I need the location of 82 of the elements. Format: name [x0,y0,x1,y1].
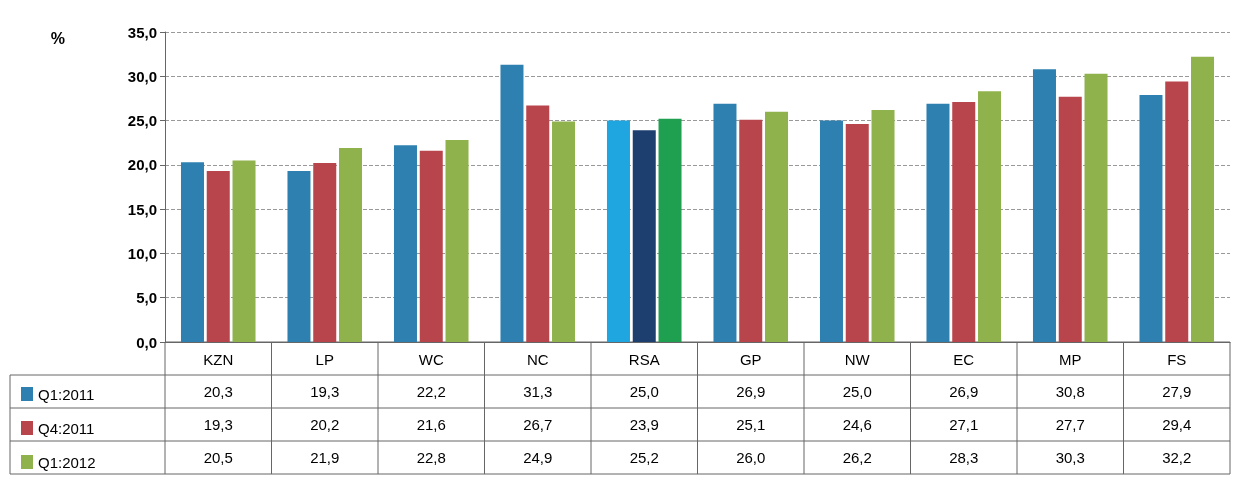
bar [206,171,230,342]
data-label: 25,2 [629,449,659,466]
x-tick-label: EC [953,351,975,368]
bar [180,162,204,342]
bar [713,103,737,342]
bar [1084,73,1108,342]
bar [845,124,869,342]
data-label: 32,2 [1162,449,1192,466]
x-tick-label: NW [844,351,871,368]
x-tick-label: FS [1167,351,1187,368]
bar [526,105,550,342]
data-label: 26,7 [523,416,553,433]
y-tick-label: 5,0 [136,289,157,307]
bar [606,120,630,342]
bar [871,109,895,342]
data-label: 27,9 [1162,383,1192,400]
data-label: 26,0 [736,449,766,466]
y-tick-label: 0,0 [136,333,157,351]
x-tick-label: GP [739,351,762,368]
data-label: 19,3 [203,416,233,433]
data-label: 20,3 [203,383,233,400]
x-tick-label: LP [315,351,334,368]
bar [978,91,1002,342]
legend-label: Q4:2011 [38,419,95,437]
data-label: 26,9 [736,383,766,400]
bar [1139,94,1163,342]
bar [1032,69,1056,342]
data-label: 22,8 [416,449,446,466]
y-tick-label: 20,0 [127,156,157,174]
bar [339,148,363,342]
data-label: 27,1 [949,416,979,433]
data-label: 22,2 [416,383,446,400]
data-label: 21,6 [416,416,446,433]
y-tick-label: 15,0 [127,200,157,218]
legend-label: Q1:2012 [38,453,96,471]
y-tick-label: 25,0 [127,112,157,130]
bar [765,111,789,342]
x-tick-label: RSA [628,351,660,368]
bar [739,119,763,342]
data-label: 25,0 [842,383,872,400]
data-label: 21,9 [310,449,340,466]
bar [926,103,950,342]
bar [419,150,443,342]
data-label: 20,2 [310,416,340,433]
data-label: 28,3 [949,449,979,466]
x-tick-label: MP [1059,351,1082,368]
bar [1191,56,1215,342]
bar [632,130,656,342]
data-label: 24,9 [523,449,553,466]
data-label: 24,6 [842,416,872,433]
bar [500,64,524,342]
bar [952,101,976,342]
data-label: 27,7 [1055,416,1085,433]
bar [819,120,843,342]
data-label: 31,3 [523,383,553,400]
data-label: 29,4 [1162,416,1192,433]
data-label: 26,2 [842,449,872,466]
bar [1165,81,1189,342]
data-label: 30,8 [1055,383,1085,400]
x-tick-label: NC [526,351,549,368]
legend-label: Q1:2011 [38,385,95,403]
data-label: 19,3 [310,383,340,400]
y-tick-label: 35,0 [127,23,157,41]
bar [287,171,311,342]
y-tick-label: 30,0 [127,67,157,85]
data-label: 25,0 [629,383,659,400]
y-axis-title: % [50,29,65,47]
x-tick-label: KZN [203,351,234,368]
bar [393,145,417,342]
y-tick-label: 10,0 [127,244,157,262]
data-label: 30,3 [1055,449,1085,466]
bar [445,140,469,342]
data-label: 26,9 [949,383,979,400]
bar [313,163,337,342]
bar [658,118,682,342]
data-label: 25,1 [736,416,766,433]
bar [552,121,576,342]
data-label: 20,5 [203,449,233,466]
bar [1058,96,1082,342]
x-tick-label: WC [418,351,444,368]
bar [232,160,256,342]
data-label: 23,9 [629,416,659,433]
